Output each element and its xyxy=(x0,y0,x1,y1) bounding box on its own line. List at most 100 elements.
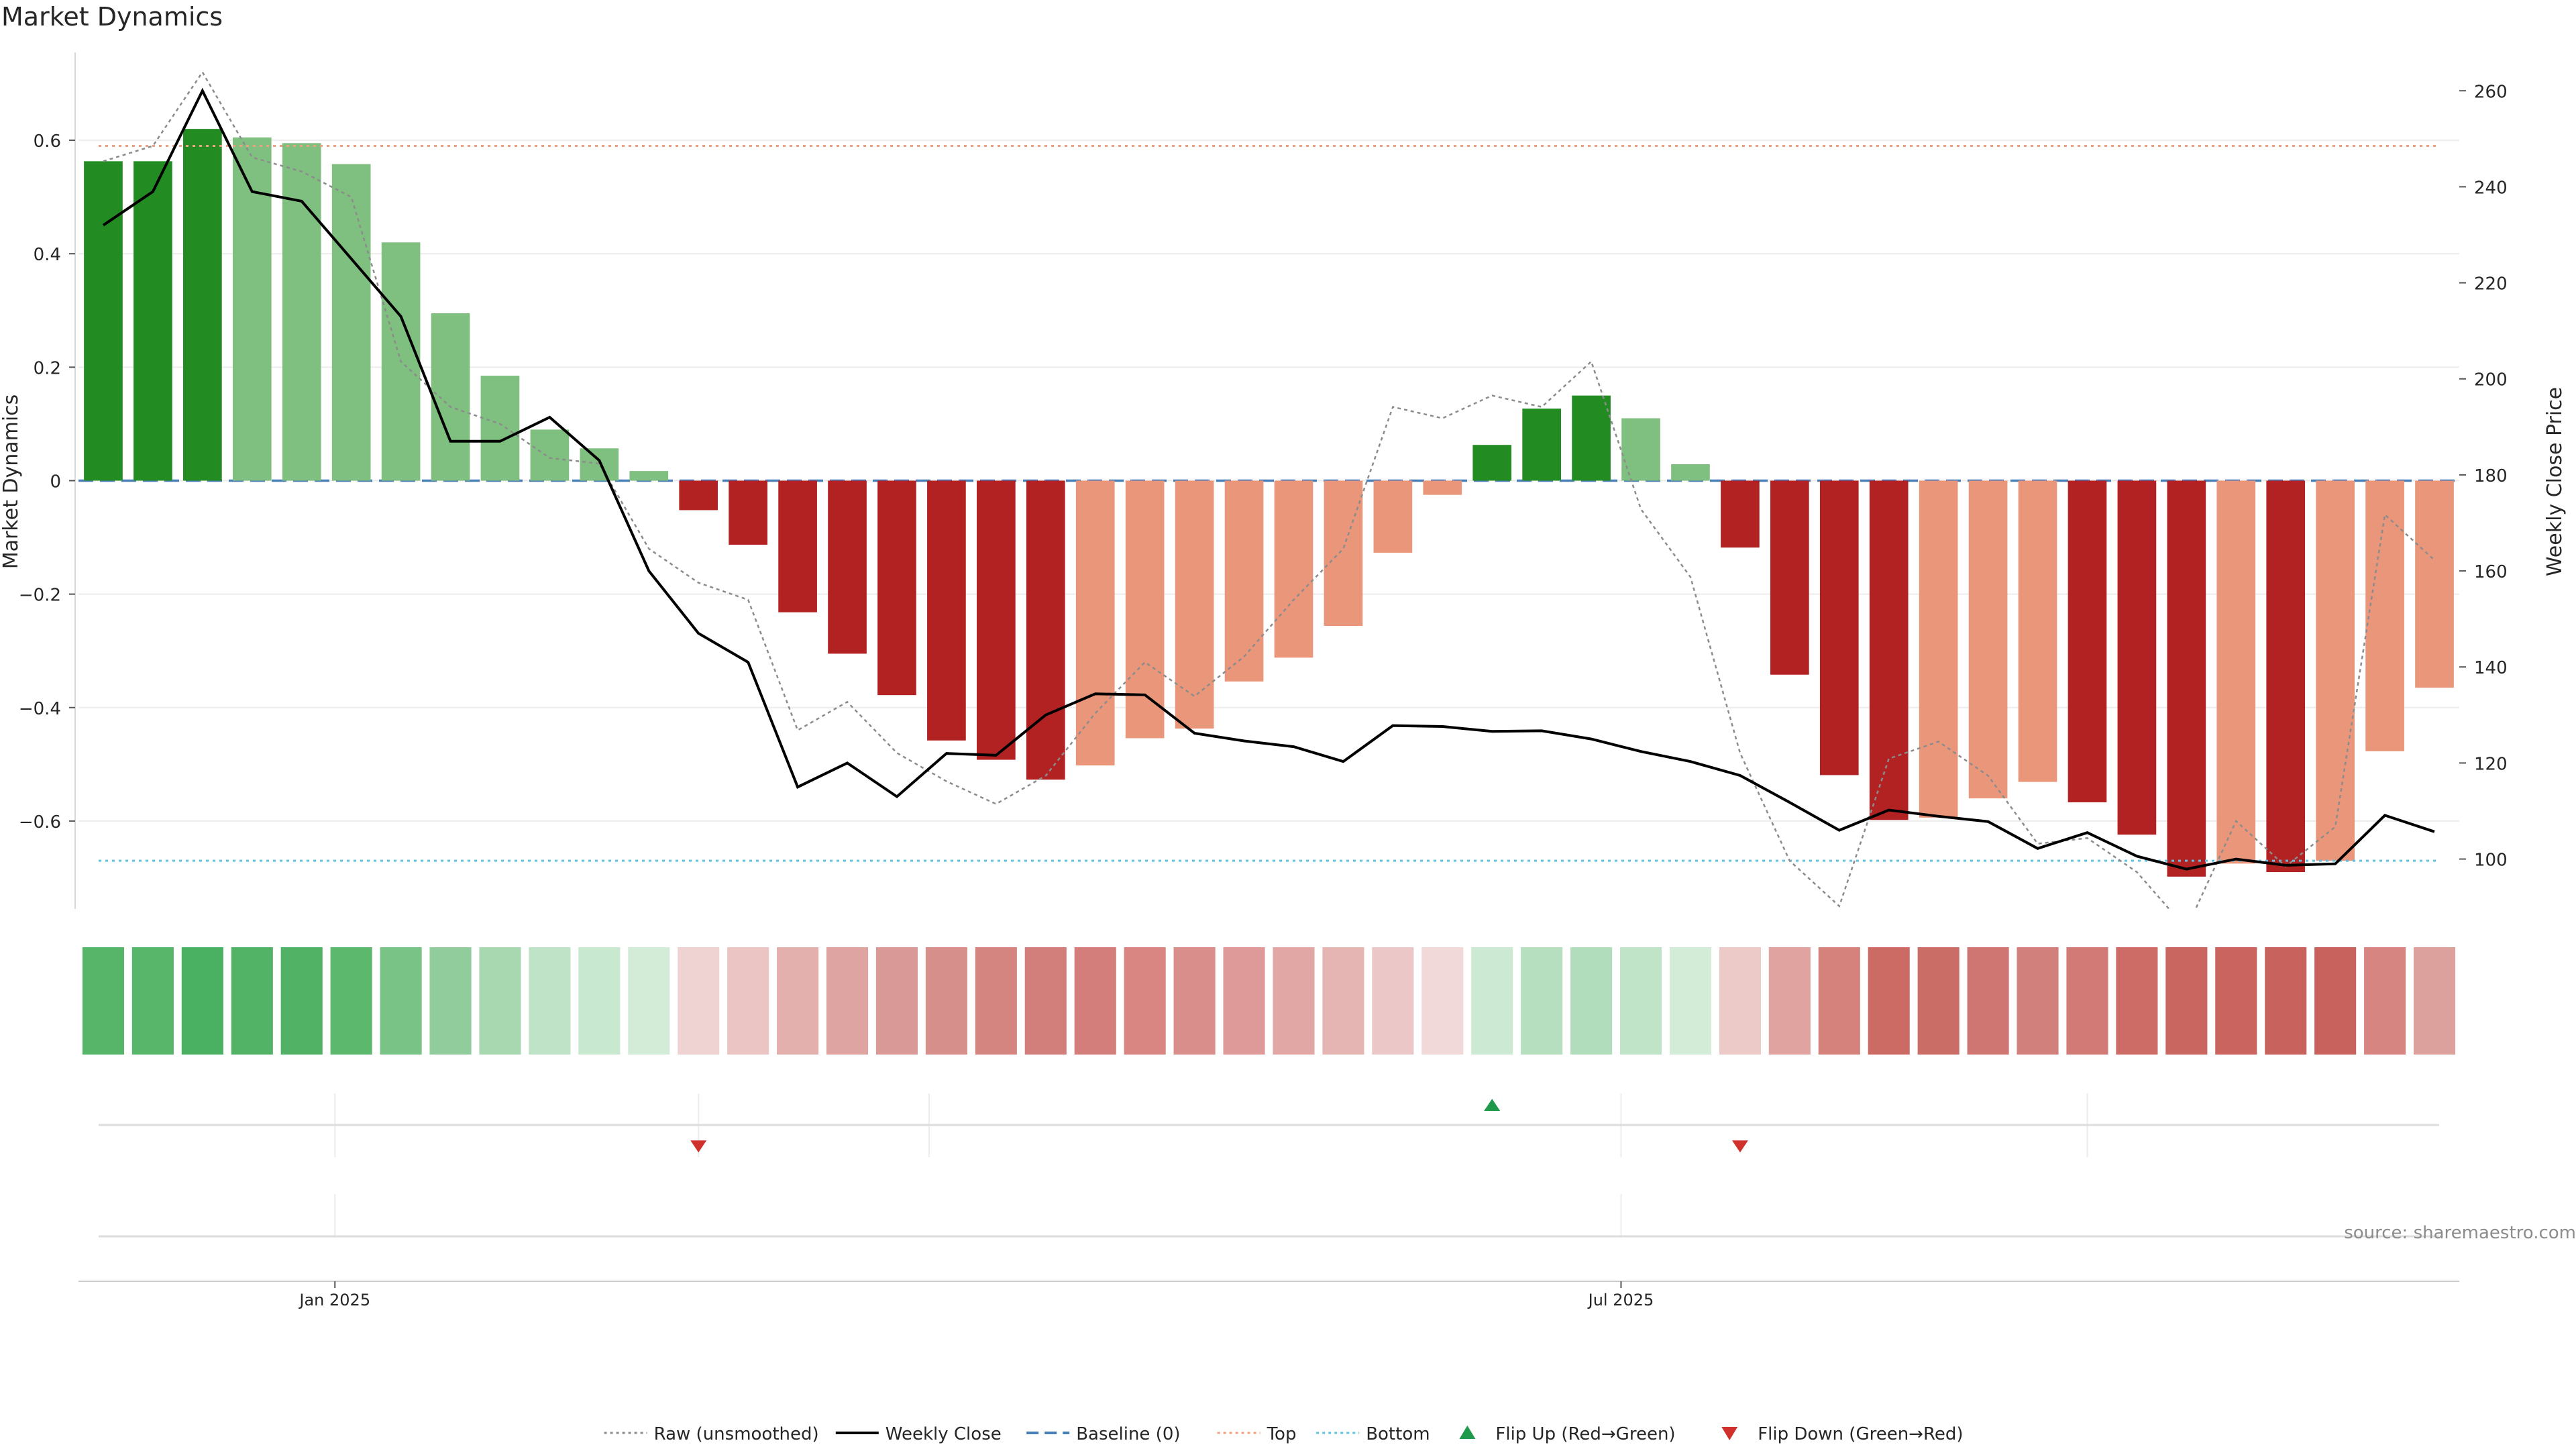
heat-cell xyxy=(529,947,571,1055)
heat-cell xyxy=(1074,947,1116,1055)
bar xyxy=(2167,480,2206,877)
heat-cell xyxy=(1322,947,1364,1055)
heat-cell xyxy=(2165,947,2208,1055)
bar xyxy=(133,161,172,481)
right-tick-label: 160 xyxy=(2474,562,2508,582)
chart-title: Market Dynamics xyxy=(1,2,223,32)
legend-label: Bottom xyxy=(1366,1424,1430,1444)
bar xyxy=(1968,480,2008,799)
y-axis-label-right: Weekly Close Price xyxy=(2543,387,2567,576)
flip-markers-panel xyxy=(99,1093,2439,1238)
left-tick-label: 0.2 xyxy=(34,358,61,378)
heat-cell xyxy=(1768,947,1811,1055)
legend-swatch-triangle-up xyxy=(1459,1426,1476,1439)
heat-cell xyxy=(628,947,670,1055)
heat-cell xyxy=(1421,947,1464,1055)
bar xyxy=(282,143,321,481)
heat-cell xyxy=(925,947,967,1055)
bar xyxy=(1721,480,1760,548)
heat-cell xyxy=(1273,947,1315,1055)
right-tick-label: 180 xyxy=(2474,466,2508,486)
bar xyxy=(2216,480,2256,864)
bar xyxy=(580,448,619,481)
legend-label: Raw (unsmoothed) xyxy=(654,1424,819,1444)
bar xyxy=(1423,480,1462,495)
heat-cell xyxy=(1570,947,1613,1055)
bar xyxy=(183,129,222,481)
heat-cell xyxy=(429,947,472,1055)
right-tick-label: 120 xyxy=(2474,754,2508,774)
heat-cell xyxy=(1024,947,1067,1055)
heat-cell xyxy=(1124,947,1166,1055)
legend-label: Weekly Close xyxy=(885,1424,1002,1444)
heat-cell xyxy=(231,947,273,1055)
legend-swatch-triangle-down xyxy=(1721,1427,1738,1440)
bar xyxy=(1224,480,1264,682)
left-tick-label: −0.4 xyxy=(19,699,61,719)
heat-cell xyxy=(1223,947,1265,1055)
bar xyxy=(530,429,570,481)
bar xyxy=(1472,445,1512,481)
bar xyxy=(977,480,1016,760)
left-tick-label: 0.4 xyxy=(34,245,61,265)
heat-cell xyxy=(727,947,769,1055)
heat-cell xyxy=(1372,947,1414,1055)
bar xyxy=(1026,480,1065,780)
x-tick-label: Jan 2025 xyxy=(298,1291,370,1309)
heat-cell xyxy=(1521,947,1563,1055)
bar xyxy=(1572,395,1611,481)
bar xyxy=(84,161,123,481)
heat-cell xyxy=(1471,947,1513,1055)
heat-cell xyxy=(2017,947,2059,1055)
bar xyxy=(1869,480,1909,820)
bar xyxy=(2415,480,2454,688)
legend-label: Flip Down (Green→Red) xyxy=(1758,1424,1963,1444)
bar xyxy=(1621,418,1660,481)
heat-strip xyxy=(82,947,2456,1055)
heat-cell xyxy=(1719,947,1761,1055)
right-tick-label: 100 xyxy=(2474,851,2508,871)
heat-cell xyxy=(82,947,125,1055)
right-tick-label: 220 xyxy=(2474,274,2508,294)
heat-cell xyxy=(479,947,521,1055)
bar xyxy=(1522,409,1561,481)
heat-cell xyxy=(2215,947,2257,1055)
heat-cell xyxy=(1173,947,1216,1055)
bar xyxy=(1919,480,1958,818)
x-tick-label: Jul 2025 xyxy=(1587,1291,1654,1309)
heat-cell xyxy=(1967,947,2009,1055)
lines-layer xyxy=(99,70,2439,909)
heat-cell xyxy=(2413,947,2456,1055)
x-axis: Jan 2025 Jul 2025 xyxy=(78,1281,2459,1309)
bar xyxy=(1373,480,1413,553)
heat-cell xyxy=(2265,947,2307,1055)
heat-cell xyxy=(330,947,372,1055)
flip-down-marker xyxy=(1731,1140,1748,1152)
bar xyxy=(480,376,520,481)
bar xyxy=(927,480,966,741)
bar xyxy=(2365,480,2404,751)
legend-label: Baseline (0) xyxy=(1076,1424,1180,1444)
flip-up-marker xyxy=(1484,1099,1501,1111)
bar xyxy=(331,164,371,481)
heat-cell xyxy=(2314,947,2357,1055)
bar xyxy=(1671,464,1710,481)
right-tick-label: 140 xyxy=(2474,658,2508,678)
left-tick-label: 0 xyxy=(50,472,61,492)
right-tick-label: 260 xyxy=(2474,82,2508,102)
heat-cell xyxy=(280,947,323,1055)
bar xyxy=(1175,480,1214,729)
heat-cell xyxy=(2364,947,2406,1055)
bar xyxy=(1819,480,1859,775)
heat-cell xyxy=(678,947,720,1055)
bar xyxy=(2266,480,2306,873)
left-tick-label: −0.2 xyxy=(19,586,61,606)
bar xyxy=(1125,480,1165,739)
source-text: source: sharemaestro.com xyxy=(2344,1223,2576,1243)
weekly-close-line xyxy=(102,87,2435,871)
heat-cell xyxy=(2116,947,2158,1055)
heat-cell xyxy=(875,947,918,1055)
heat-cell xyxy=(826,947,869,1055)
bar xyxy=(1075,480,1115,766)
heat-cell xyxy=(380,947,422,1055)
